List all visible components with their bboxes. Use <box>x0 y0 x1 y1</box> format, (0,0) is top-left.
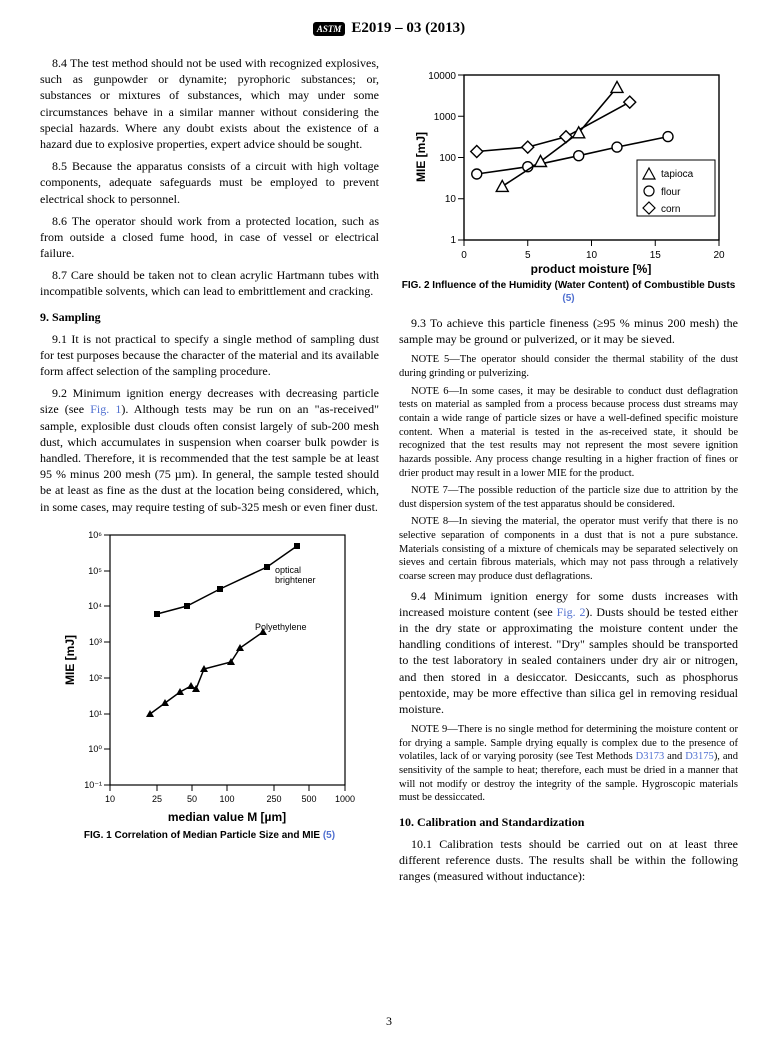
para-8-6: 8.6 The operator should work from a prot… <box>40 213 379 262</box>
svg-text:500: 500 <box>301 794 316 804</box>
section-9-heading: 9. Sampling <box>40 310 379 325</box>
svg-text:10: 10 <box>104 794 114 804</box>
svg-text:20: 20 <box>713 250 725 261</box>
svg-text:1000: 1000 <box>334 794 354 804</box>
svg-text:median value M [µm]: median value M [µm] <box>167 810 285 824</box>
svg-text:10⁰: 10⁰ <box>88 744 102 754</box>
para-9-4-b: ). Dusts should be tested either in the … <box>399 605 738 716</box>
svg-text:10⁵: 10⁵ <box>88 566 102 576</box>
page-number: 3 <box>386 1014 392 1029</box>
svg-text:Polyethylene: Polyethylene <box>255 622 307 632</box>
para-8-4: 8.4 The test method should not be used w… <box>40 55 379 152</box>
ref-d3173[interactable]: D3173 <box>636 751 665 762</box>
para-8-7: 8.7 Care should be taken not to clean ac… <box>40 267 379 299</box>
note-9-mid: and <box>664 751 685 762</box>
note-6: NOTE 6—In some cases, it may be desirabl… <box>399 385 738 480</box>
svg-text:brightener: brightener <box>275 575 316 585</box>
note-8: NOTE 8—In sieving the material, the oper… <box>399 515 738 583</box>
svg-text:10¹: 10¹ <box>88 709 101 719</box>
svg-text:10⁶: 10⁶ <box>88 530 102 540</box>
fig2-ref-link[interactable]: Fig. 2 <box>557 605 586 619</box>
svg-text:5: 5 <box>524 250 530 261</box>
para-9-1: 9.1 It is not practical to specify a sin… <box>40 331 379 380</box>
svg-text:25: 25 <box>151 794 161 804</box>
para-9-2-b: ). Although tests may be run on an "as-r… <box>40 402 379 513</box>
svg-text:10⁻¹: 10⁻¹ <box>84 780 102 790</box>
svg-text:MIE [mJ]: MIE [mJ] <box>63 635 77 685</box>
para-9-3: 9.3 To achieve this particle fineness (≥… <box>399 315 738 347</box>
svg-text:100: 100 <box>439 153 456 164</box>
svg-text:10⁴: 10⁴ <box>88 601 102 611</box>
left-column: 8.4 The test method should not be used w… <box>40 55 379 891</box>
svg-text:optical: optical <box>275 565 301 575</box>
svg-text:10: 10 <box>585 250 597 261</box>
two-column-layout: 8.4 The test method should not be used w… <box>40 55 738 891</box>
astm-logo: ASTM <box>313 22 346 36</box>
svg-text:10: 10 <box>444 194 456 205</box>
figure-2-chart: 0 5 10 15 20 1 10 100 1000 10000 pr <box>409 65 729 275</box>
note-9: NOTE 9—There is no single method for det… <box>399 723 738 805</box>
svg-text:corn: corn <box>661 204 680 215</box>
para-8-5: 8.5 Because the apparatus consists of a … <box>40 158 379 207</box>
svg-text:1: 1 <box>450 235 456 246</box>
section-10-heading: 10. Calibration and Standardization <box>399 815 738 830</box>
svg-text:0: 0 <box>461 250 467 261</box>
para-9-4: 9.4 Minimum ignition energy for some dus… <box>399 588 738 718</box>
right-column: 0 5 10 15 20 1 10 100 1000 10000 pr <box>399 55 738 891</box>
svg-text:10²: 10² <box>88 673 101 683</box>
svg-text:1000: 1000 <box>433 112 456 123</box>
svg-text:250: 250 <box>266 794 281 804</box>
figure-1-chart: 10 25 50 100 250 500 1000 10⁻¹ <box>60 525 360 825</box>
svg-text:10000: 10000 <box>428 71 456 82</box>
svg-text:50: 50 <box>186 794 196 804</box>
figure-1-caption: FIG. 1 Correlation of Median Particle Si… <box>40 829 379 842</box>
para-10-1: 10.1 Calibration tests should be carried… <box>399 836 738 885</box>
fig2-ref-5[interactable]: (5) <box>562 293 574 304</box>
svg-text:15: 15 <box>649 250 661 261</box>
svg-text:product moisture [%]: product moisture [%] <box>530 262 651 275</box>
note-5: NOTE 5—The operator should consider the … <box>399 353 738 380</box>
svg-text:flour: flour <box>661 187 681 198</box>
svg-text:100: 100 <box>219 794 234 804</box>
para-9-2: 9.2 Minimum ignition energy decreases wi… <box>40 385 379 515</box>
fig1-caption-text: FIG. 1 Correlation of Median Particle Si… <box>84 830 323 841</box>
note-7: NOTE 7—The possible reduction of the par… <box>399 484 738 511</box>
ref-d3175[interactable]: D3175 <box>685 751 714 762</box>
standard-number: E2019 – 03 (2013) <box>351 20 465 37</box>
svg-text:MIE [mJ]: MIE [mJ] <box>414 132 428 182</box>
figure-2-caption: FIG. 2 Influence of the Humidity (Water … <box>399 279 738 305</box>
fig1-ref-5[interactable]: (5) <box>323 830 335 841</box>
fig1-ref-link[interactable]: Fig. 1 <box>90 402 121 416</box>
doc-header: ASTM E2019 – 03 (2013) <box>40 20 738 37</box>
svg-text:tapioca: tapioca <box>661 169 694 180</box>
svg-text:10³: 10³ <box>88 637 101 647</box>
fig2-caption-text: FIG. 2 Influence of the Humidity (Water … <box>402 280 736 291</box>
